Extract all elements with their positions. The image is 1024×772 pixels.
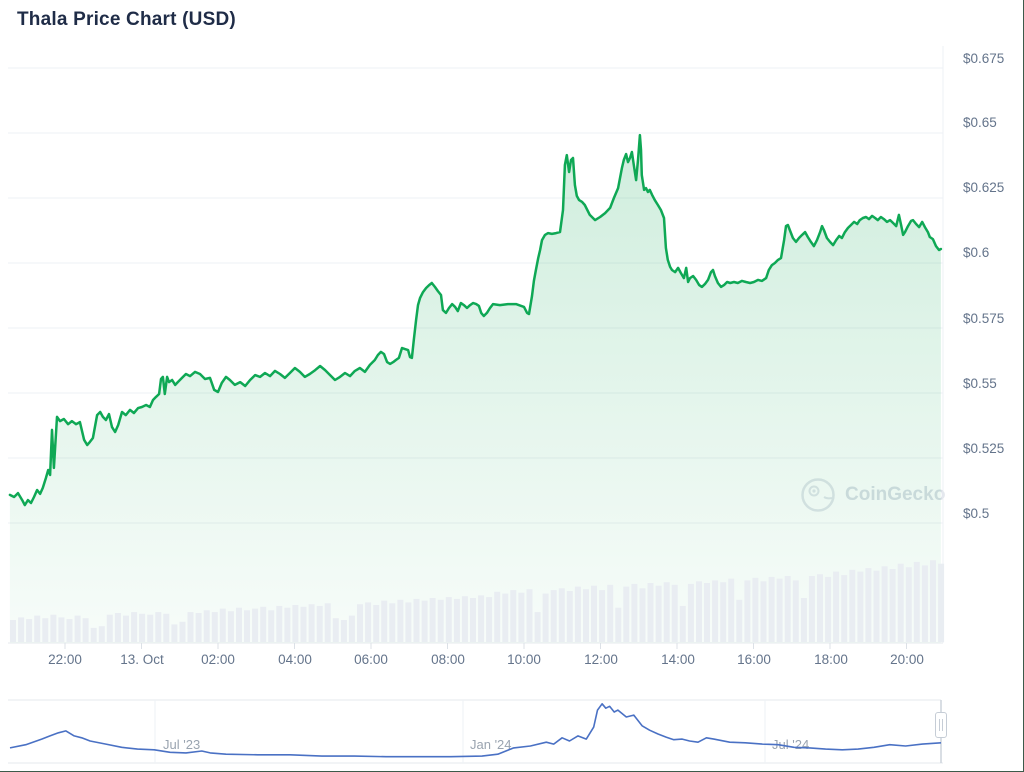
x-axis-label: 16:00 <box>737 652 771 667</box>
x-axis-label: 08:00 <box>431 652 465 667</box>
navigator-axis-label: Jan '24 <box>470 737 512 752</box>
x-axis-label: 04:00 <box>278 652 312 667</box>
page-title: Thala Price Chart (USD) <box>17 9 236 30</box>
navigator-axis-label: Jul '23 <box>163 737 201 752</box>
x-axis-label: 20:00 <box>890 652 924 667</box>
y-axis-label: $0.5 <box>963 506 990 521</box>
y-axis-label: $0.6 <box>963 245 990 260</box>
y-axis-label: $0.525 <box>963 441 1005 456</box>
x-axis-label: 10:00 <box>507 652 541 667</box>
x-axis-label: 14:00 <box>661 652 695 667</box>
x-axis-label: 13. Oct <box>120 652 164 667</box>
navigator-handle[interactable] <box>935 712 947 738</box>
y-axis-label: $0.625 <box>963 180 1005 195</box>
y-axis-label: $0.65 <box>963 115 997 130</box>
x-axis-label: 12:00 <box>584 652 618 667</box>
y-axis-label: $0.675 <box>963 51 1005 66</box>
x-axis-label: 02:00 <box>201 652 235 667</box>
y-axis-label: $0.575 <box>963 311 1005 326</box>
x-axis-label: 22:00 <box>48 652 82 667</box>
x-axis-label: 18:00 <box>814 652 848 667</box>
x-axis-label: 06:00 <box>354 652 388 667</box>
y-axis-label: $0.55 <box>963 376 997 391</box>
